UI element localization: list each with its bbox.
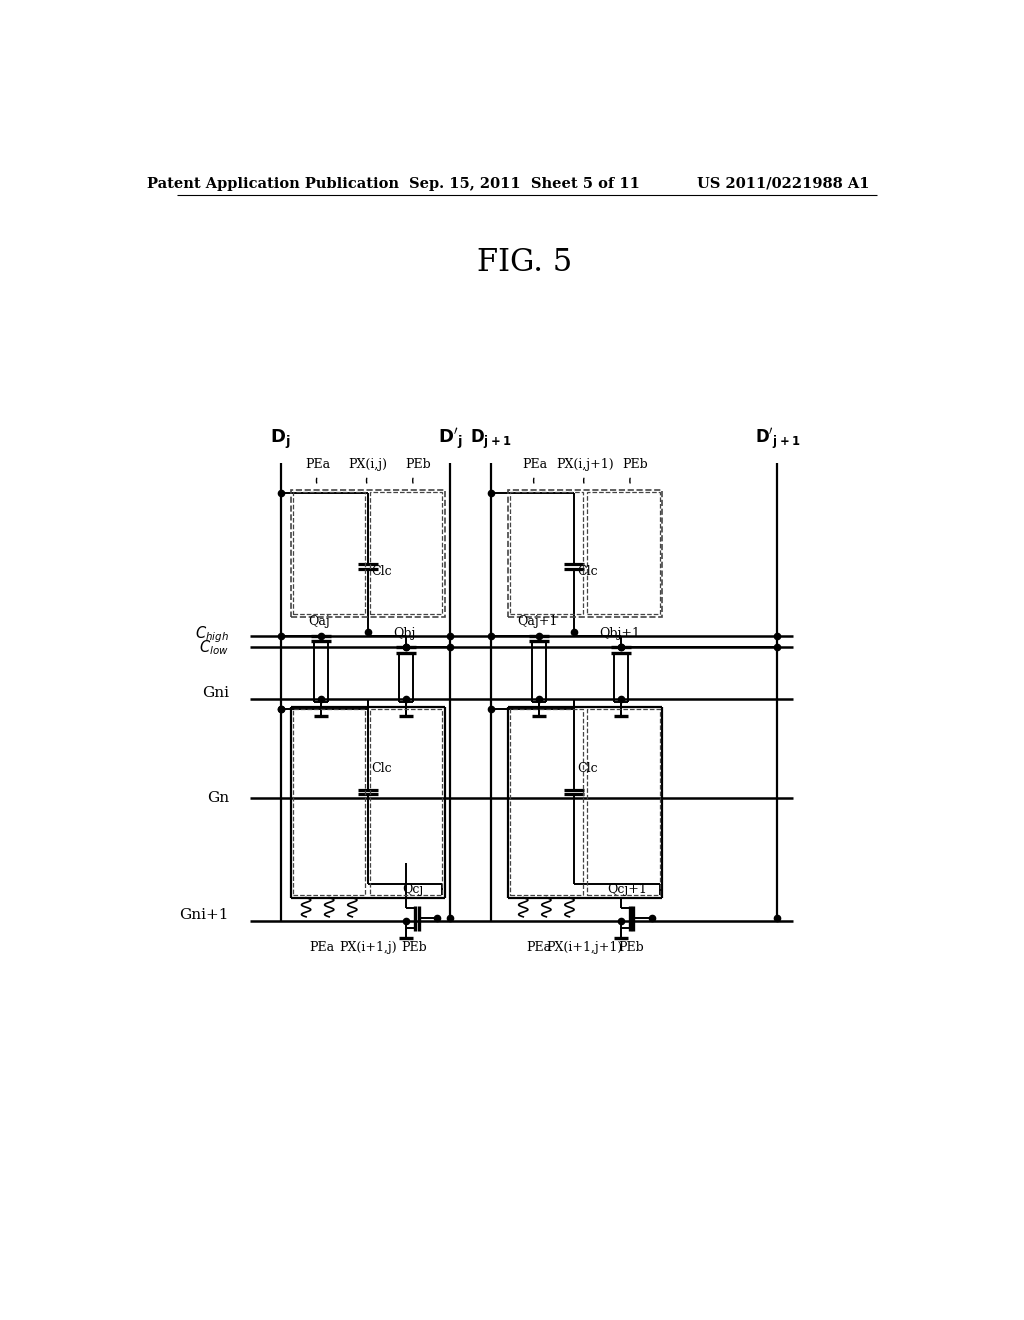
- Text: PX(i,j): PX(i,j): [348, 458, 387, 471]
- Text: Clc: Clc: [578, 565, 598, 578]
- Text: Qbj: Qbj: [393, 627, 416, 640]
- Text: PEb: PEb: [618, 941, 644, 954]
- Text: PEa: PEa: [522, 458, 548, 471]
- Bar: [587, 709, 659, 895]
- Text: Gni+1: Gni+1: [179, 908, 229, 921]
- Bar: [508, 490, 662, 616]
- Text: PEa: PEa: [309, 941, 334, 954]
- Text: Qcj: Qcj: [401, 883, 423, 896]
- Text: PEa: PEa: [526, 941, 551, 954]
- Text: Gni: Gni: [202, 686, 229, 700]
- Text: $\bf{D'_{j+1}}$: $\bf{D'_{j+1}}$: [755, 426, 800, 451]
- Text: PX(i+1,j): PX(i+1,j): [339, 941, 396, 954]
- Bar: [370, 709, 442, 895]
- Text: Qaj+1: Qaj+1: [517, 615, 557, 628]
- Text: PX(i,j+1): PX(i,j+1): [556, 458, 613, 471]
- Text: PEb: PEb: [401, 941, 427, 954]
- Text: Qcj+1: Qcj+1: [607, 883, 647, 896]
- Text: Clc: Clc: [372, 565, 392, 578]
- Bar: [293, 709, 366, 895]
- Text: $\bf{D'_j}$: $\bf{D'_j}$: [438, 426, 463, 451]
- Bar: [510, 492, 583, 614]
- Bar: [293, 492, 366, 614]
- Text: Sep. 15, 2011  Sheet 5 of 11: Sep. 15, 2011 Sheet 5 of 11: [410, 177, 640, 191]
- Text: FIG. 5: FIG. 5: [477, 247, 572, 277]
- Text: $\bf{D_j}$: $\bf{D_j}$: [270, 428, 291, 451]
- Bar: [587, 492, 659, 614]
- Bar: [370, 492, 442, 614]
- Text: US 2011/0221988 A1: US 2011/0221988 A1: [697, 177, 869, 191]
- Text: PEa: PEa: [305, 458, 330, 471]
- Text: $\bf{D_{j+1}}$: $\bf{D_{j+1}}$: [470, 428, 512, 451]
- Text: PEb: PEb: [404, 458, 431, 471]
- Text: Patent Application Publication: Patent Application Publication: [147, 177, 399, 191]
- Bar: [510, 709, 583, 895]
- Text: $C_{low}$: $C_{low}$: [200, 638, 229, 657]
- Text: PEb: PEb: [622, 458, 648, 471]
- Bar: [291, 490, 444, 616]
- Text: Clc: Clc: [372, 762, 392, 775]
- Text: Gn: Gn: [207, 791, 229, 804]
- Text: Qbj+1: Qbj+1: [599, 627, 640, 640]
- Text: $C_{high}$: $C_{high}$: [196, 624, 229, 644]
- Text: PX(i+1,j+1): PX(i+1,j+1): [547, 941, 623, 954]
- Text: Qaj: Qaj: [308, 615, 330, 628]
- Text: Clc: Clc: [578, 762, 598, 775]
